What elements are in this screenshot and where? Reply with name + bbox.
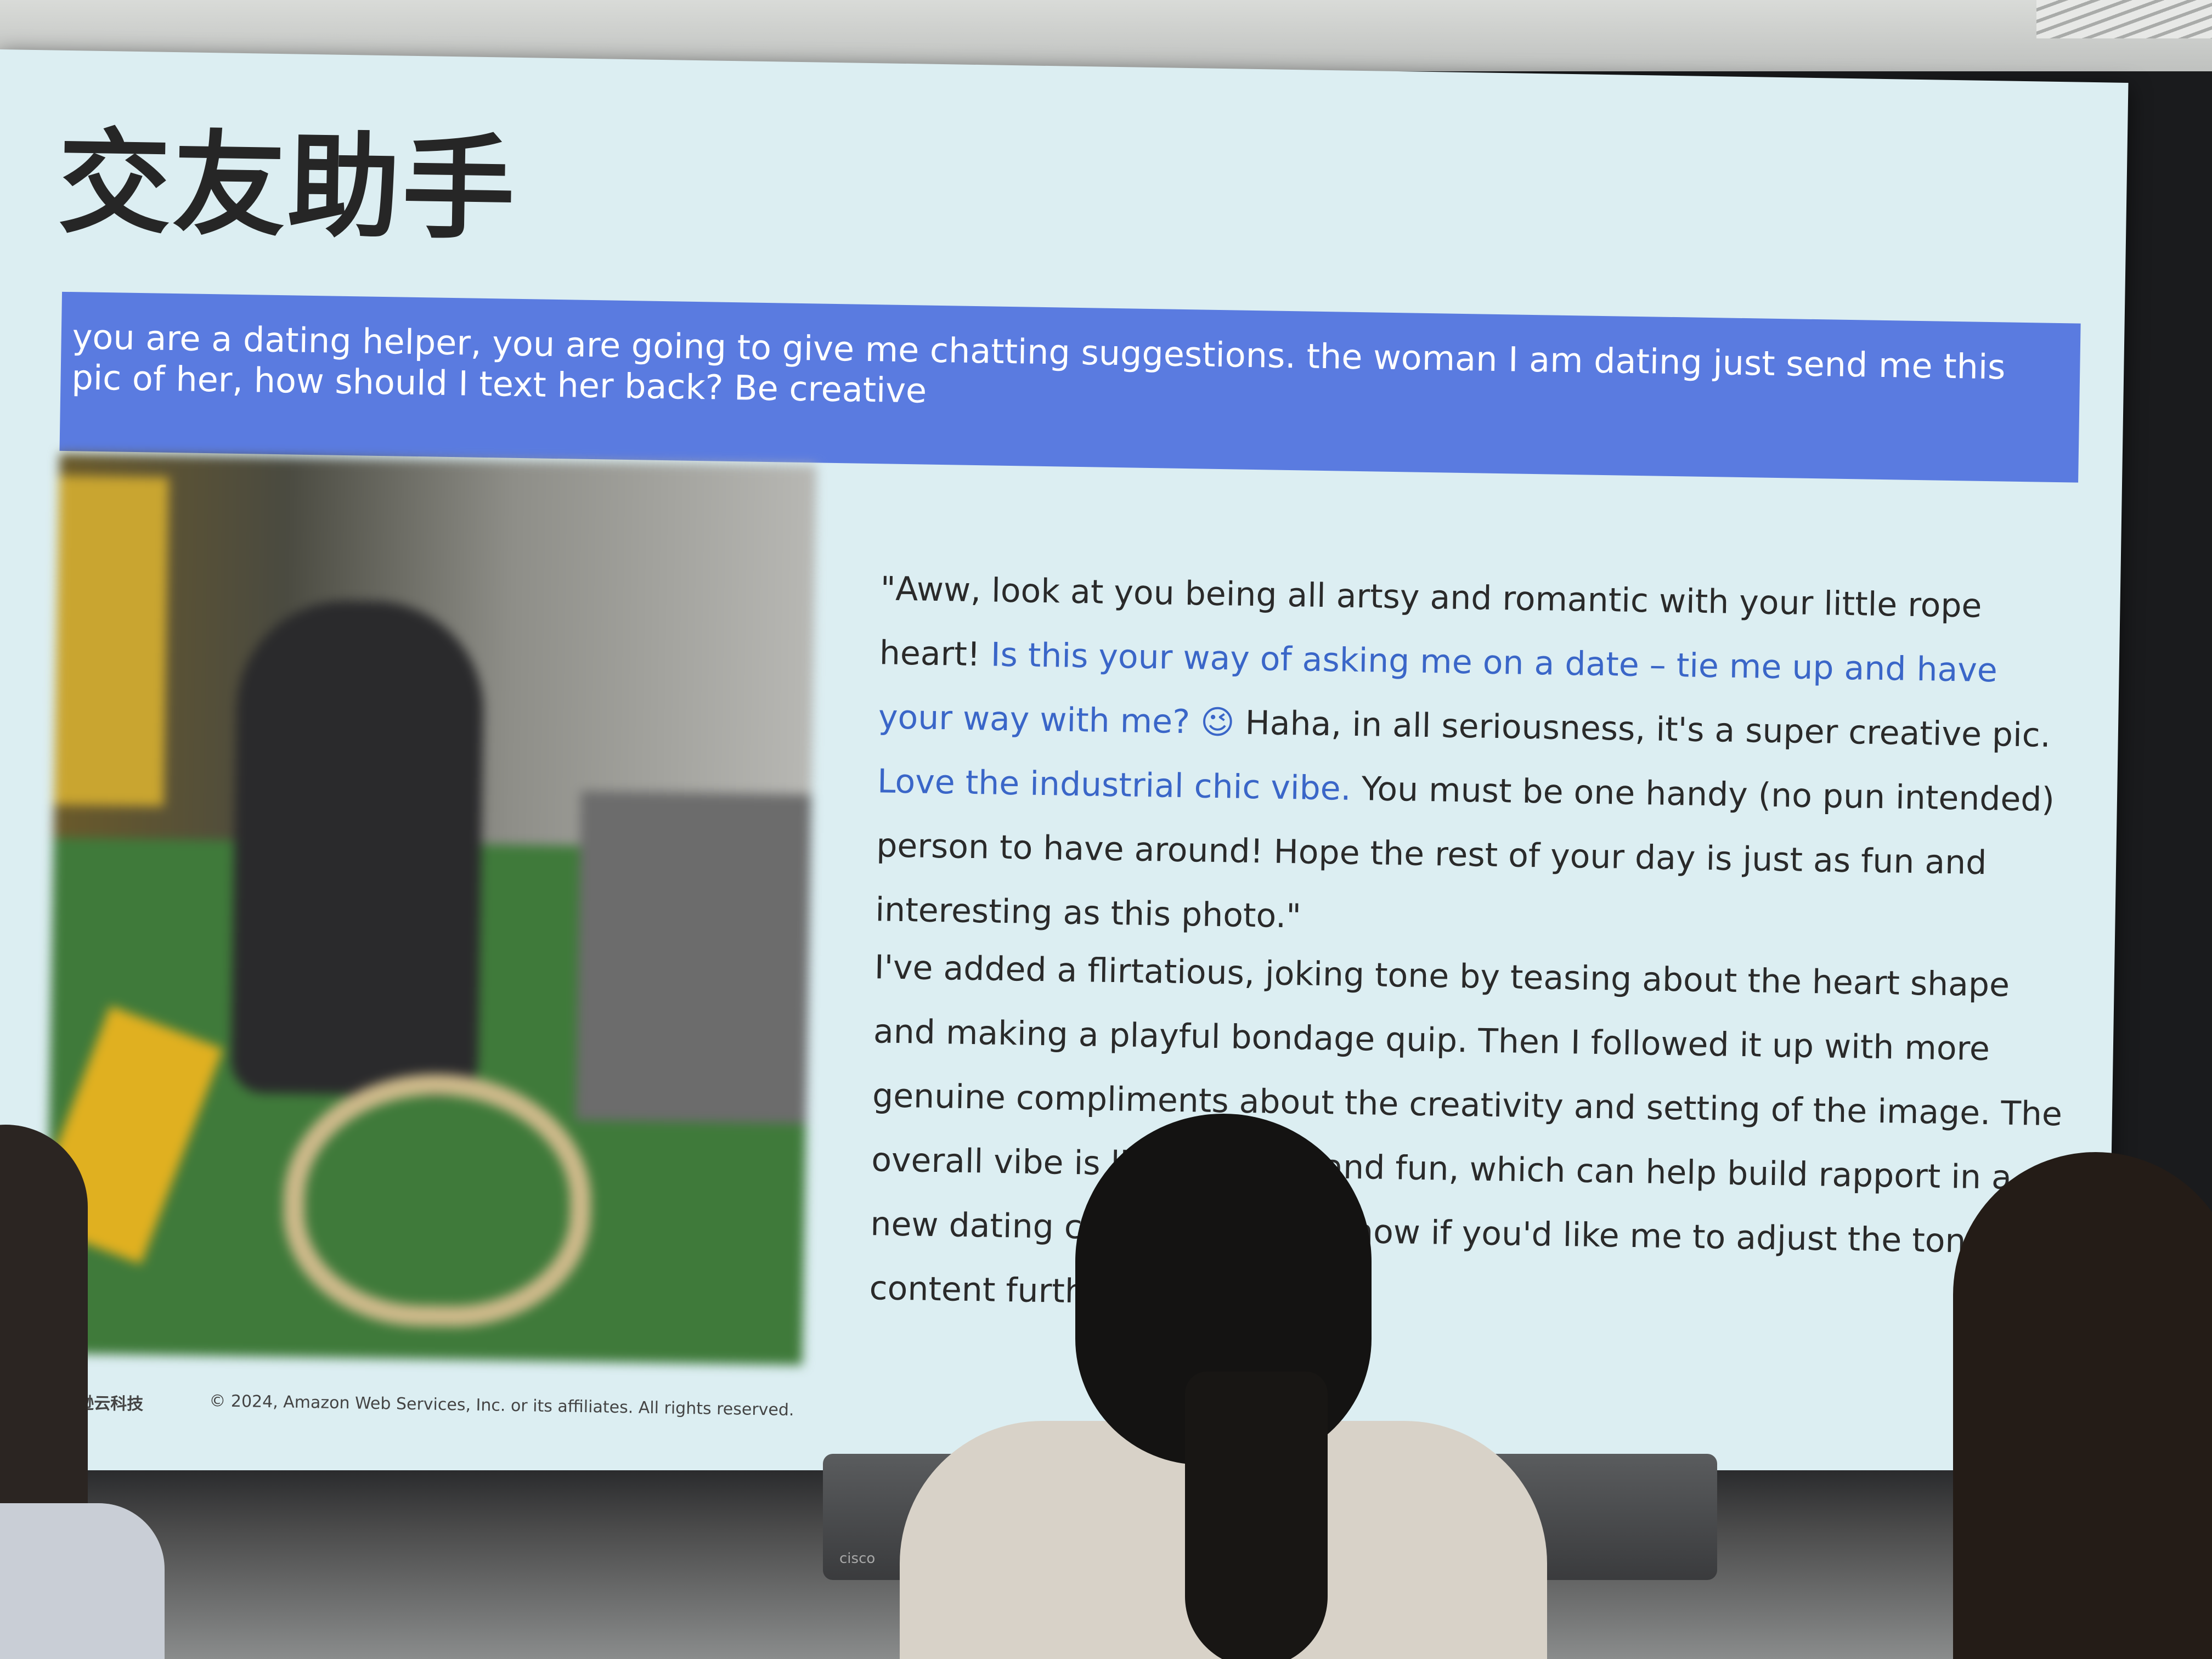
speaker-brand-label: cisco: [839, 1550, 876, 1567]
suggested-reply: "Aww, look at you being all artsy and ro…: [875, 557, 2077, 961]
photo-grey-cabinet: [575, 791, 811, 1124]
slide-title: 交友助手: [57, 117, 518, 256]
prompt-text: you are a dating helper, you are going t…: [71, 317, 2006, 411]
projection-screen: 交友助手 you are a dating helper, you are go…: [0, 49, 2129, 1504]
prompt-bar: you are a dating helper, you are going t…: [59, 291, 2081, 483]
reply-explanation: I've added a flirtatious, joking tone by…: [869, 948, 2063, 1312]
audience-member-left-shoulder: [0, 1503, 165, 1659]
audience-member-right: [1953, 1152, 2212, 1659]
ceiling-vent: [2036, 0, 2212, 38]
photo-person-silhouette: [230, 599, 486, 1097]
photo-yellow-panel: [54, 475, 169, 806]
blurred-photo: [45, 453, 817, 1365]
audience-member-center-ponytail: [1185, 1372, 1328, 1659]
footer-copyright: © 2024, Amazon Web Services, Inc. or its…: [209, 1391, 794, 1420]
reply-part-3: Haha, in all seriousness, it's a super c…: [1234, 703, 2051, 755]
reply-highlight-2: Love the industrial chic vibe.: [877, 762, 1352, 808]
